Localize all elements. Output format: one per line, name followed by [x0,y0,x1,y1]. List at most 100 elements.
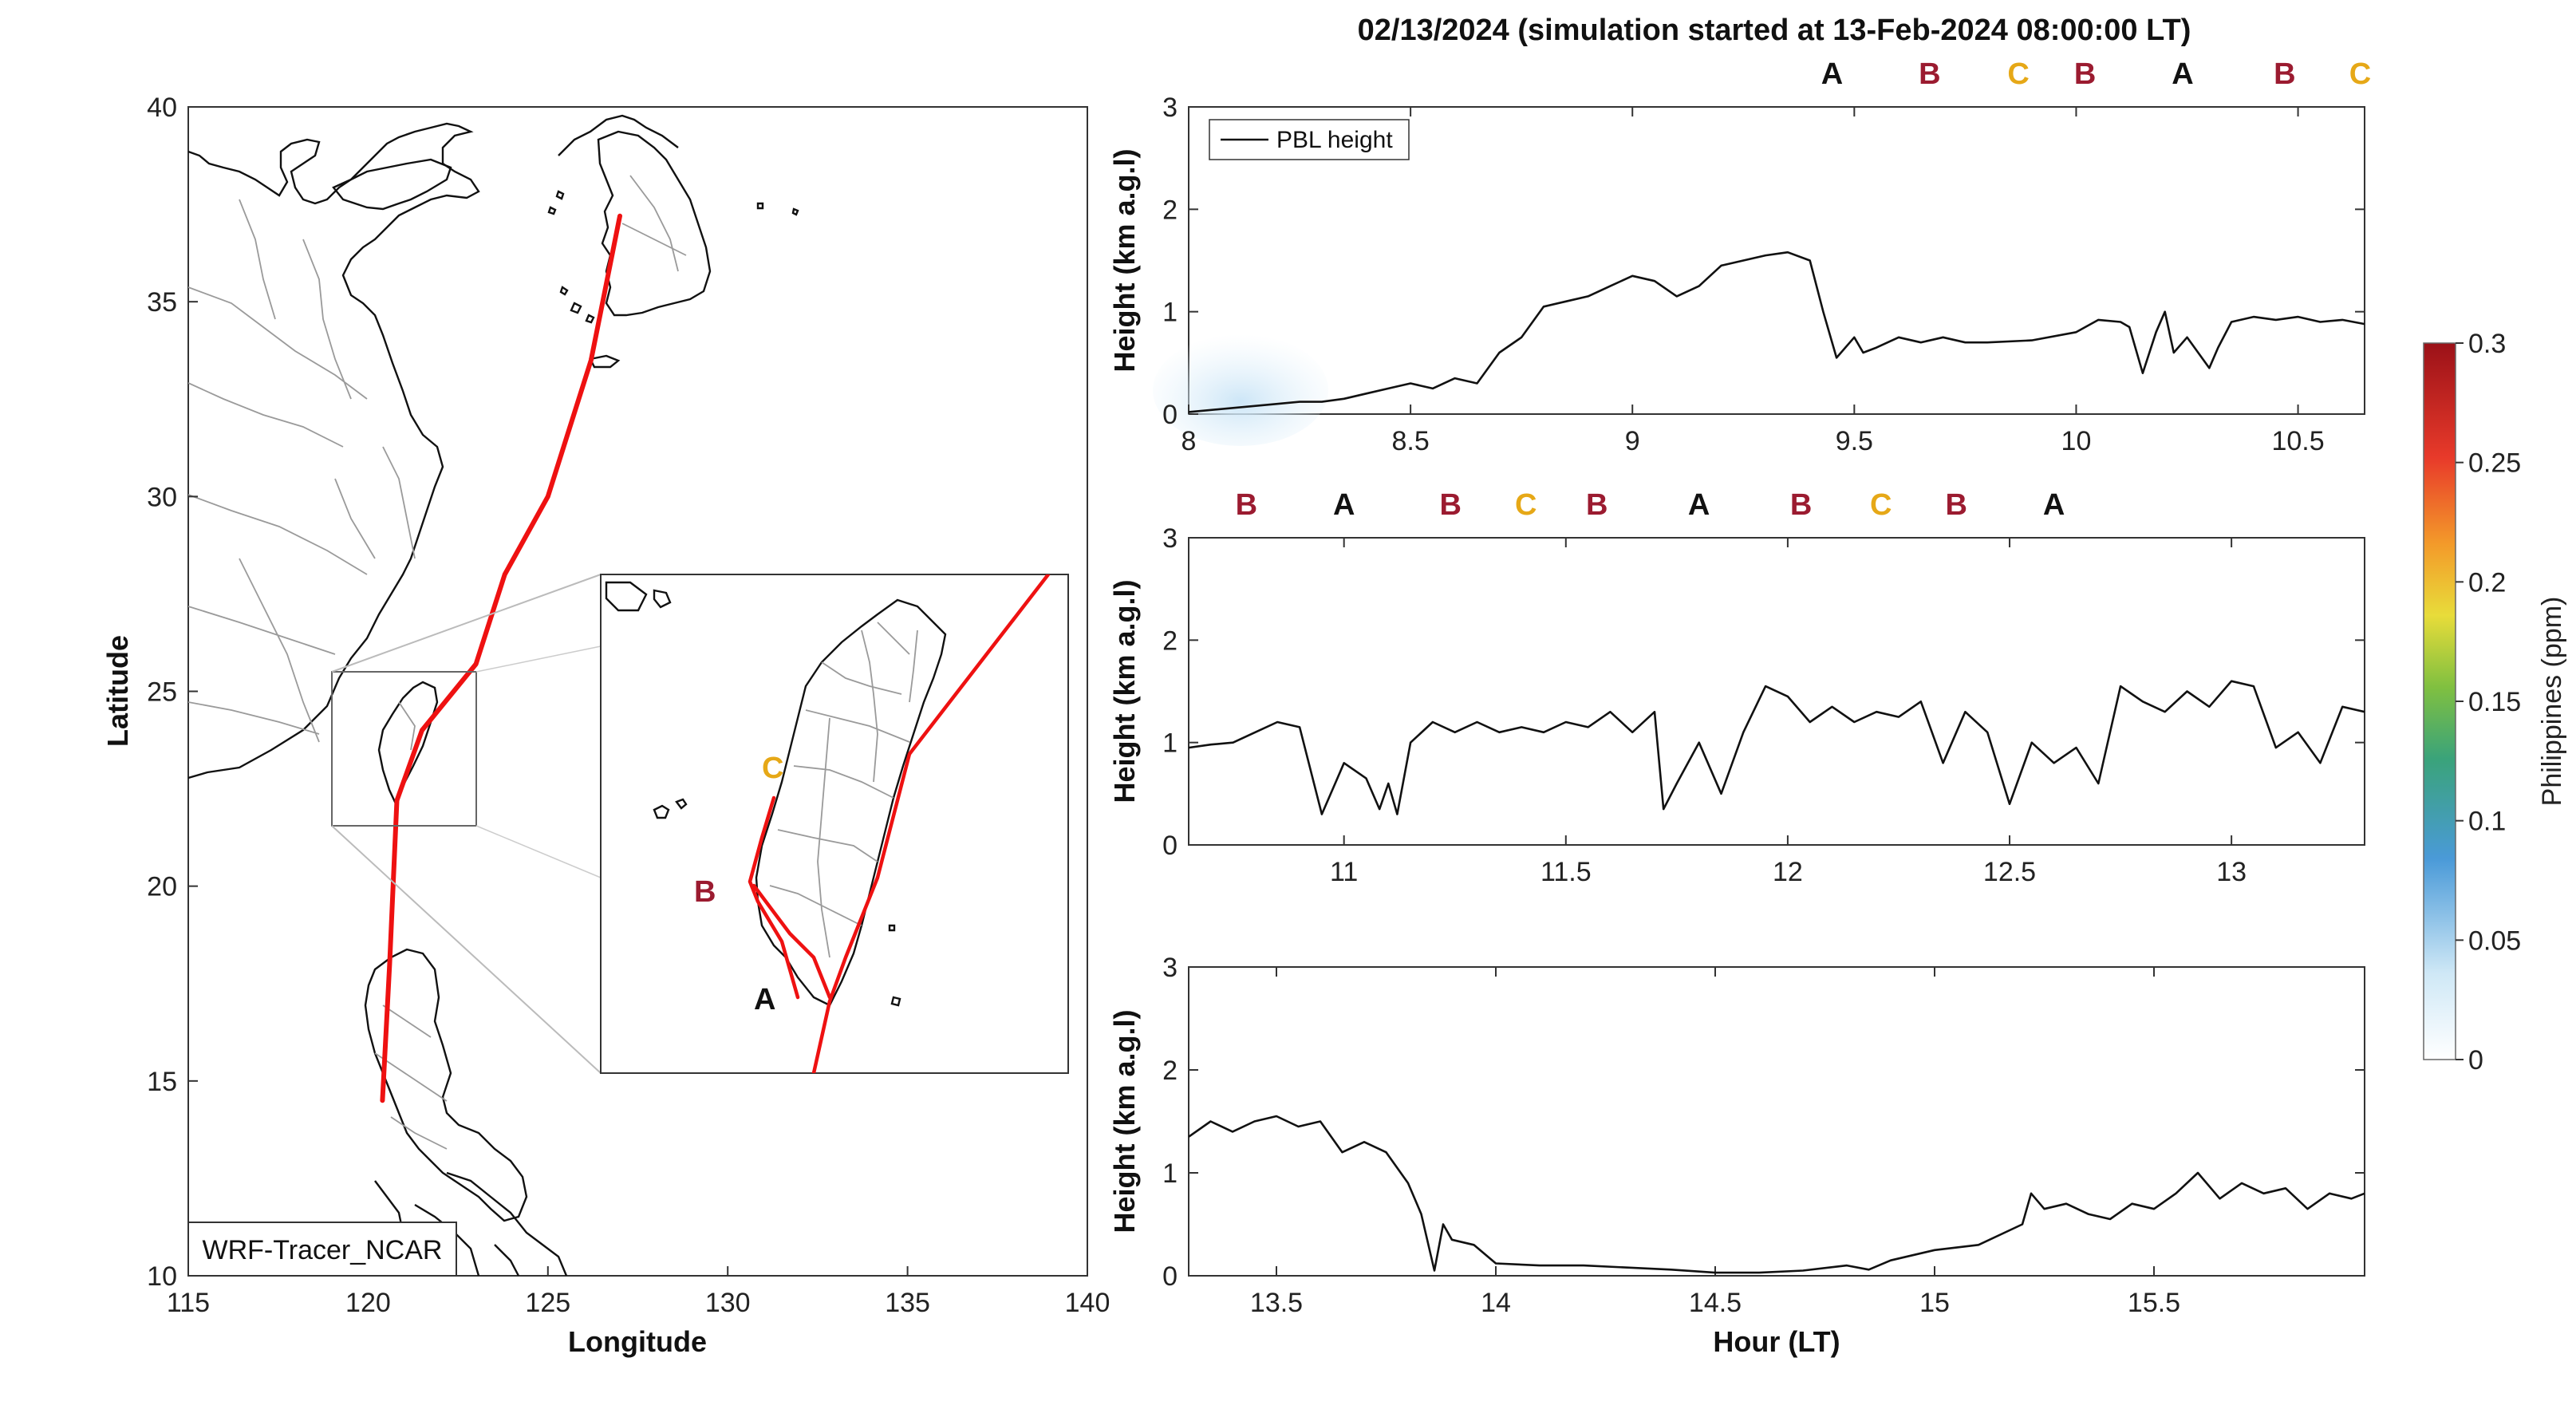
model-label-box [187,1222,457,1277]
pbl-ytick-label: 2 [1162,1056,1178,1086]
trajectory-marker-b: B [2274,57,2295,91]
colorbar-tick-label: 0 [2468,1045,2483,1076]
pbl-ytick-label: 3 [1162,93,1178,123]
inset-marker-b: B [694,875,716,909]
pbl-xtick-label: 12 [1773,857,1803,887]
trajectory-marker-a: A [1333,488,1355,522]
trajectory-marker-c: C [1870,488,1892,522]
map-ytick-label: 25 [147,677,177,708]
map-xtick-label: 130 [705,1288,751,1318]
pbl-ytick-label: 3 [1162,953,1178,983]
pbl-xtick-label: 14.5 [1689,1288,1742,1318]
trajectory-marker-a: A [1821,57,1843,91]
inset-marker-c: C [762,752,783,785]
pbl-height-line [1188,1115,2365,1274]
zoom-box [331,671,477,827]
trajectory-marker-b: B [1236,488,1257,522]
colorbar: 0 0.05 0.1 0.15 0.2 0.25 0.3 Philippines (ppm) [2423,329,2567,1076]
pbl-ylabel: Height (km a.g.l) [1108,1009,1141,1233]
korea-north-coastline [558,114,679,156]
map-ytick-label: 30 [147,482,177,512]
map-xtick-label: 120 [345,1288,391,1318]
pbl-ytick-label: 1 [1162,1158,1178,1189]
figure-title: 02/13/2024 (simulation started at 13-Feb… [1358,14,2191,47]
map-ylabel: Latitude [101,635,134,747]
trajectory-marker-a: A [1688,488,1710,522]
inset-connector-bottom [331,825,602,1074]
trajectory-marker-b: B [1586,488,1608,522]
taiwan-coastline-inset [755,598,947,1007]
pbl-ytick-label: 3 [1162,523,1178,554]
trajectory-marker-c: C [2349,57,2371,91]
colorbar-tick-label: 0.15 [2468,687,2521,717]
pbl-xtick-label: 11.5 [1540,857,1592,887]
trajectory-line [380,213,622,1103]
pbl-ytick-label: 0 [1162,1261,1178,1292]
pbl-xtick-label: 12.5 [1983,857,2036,887]
map-ytick-label: 35 [147,287,177,318]
pbl-height-line [1188,680,2365,815]
pbl-xtick-label: 8 [1181,426,1197,456]
tracer-concentration-shading [1153,334,1328,446]
pbl-ytick-label: 2 [1162,195,1178,225]
model-label: WRF-Tracer_NCAR [203,1235,443,1265]
pbl-xtick-label: 15.5 [2128,1288,2180,1318]
colorbar-tick-label: 0.05 [2468,926,2521,956]
pbl-xtick-label: 9 [1625,426,1640,456]
trajectory-marker-b: B [1946,488,1967,522]
map-xtick-label: 115 [167,1288,210,1318]
colorbar-bar [2423,342,2456,1060]
korea-islands [547,190,799,324]
inset-trajectory-back [751,883,832,1000]
pbl-xtick-label: 13 [2216,857,2247,887]
colorbar-tick-label: 0.1 [2468,807,2506,837]
korea-coastline [597,130,712,317]
pbl-xtick-label: 14 [1481,1288,1511,1318]
pbl-ylabel: Height (km a.g.l) [1108,579,1141,803]
map-xlabel: Longitude [568,1325,707,1358]
pbl-panel-3: 13.5 14 14.5 15 15.5 0 1 2 3 Height (km a.g.l) Hou… [1108,953,2365,1358]
pbl-xtick-label: 11 [1330,857,1358,887]
taiwan-inset: C B A [600,574,1069,1074]
trajectory-marker-b: B [2074,57,2096,91]
colorbar-tick-label: 0.25 [2468,448,2521,479]
colorbar-tick-label: 0.3 [2468,329,2506,359]
trajectory-marker-a: A [2172,57,2193,91]
colorbar-tick-label: 0.2 [2468,567,2506,598]
trajectory-marker-a: A [2043,488,2065,522]
inset-connector-top [331,574,602,673]
shandong-coastline [332,158,452,211]
admin-borders [188,175,687,1150]
pbl-xtick-label: 13.5 [1250,1288,1303,1318]
map-ytick-label: 10 [147,1261,177,1292]
pbl-xtick-label: 10 [2061,426,2092,456]
trajectory-marker-c: C [2007,57,2029,91]
inset-trajectory-loop [748,795,800,1000]
map-ytick-label: 20 [147,872,177,902]
map-y-ticks: 10 15 20 25 30 35 40 [147,93,198,1292]
pbl-ylabel: Height (km a.g.l) [1108,148,1141,372]
pbl-ytick-label: 1 [1162,298,1178,328]
map-xtick-label: 125 [525,1288,570,1318]
trajectory-marker-c: C [1515,488,1537,522]
pbl-xtick-label: 8.5 [1391,426,1429,456]
map-panel: C B A 115 120 125 130 135 140 10152025303540 … [101,93,1110,1358]
trajectory-marker-b: B [1790,488,1812,522]
inset-trajectory-main [811,574,1051,1073]
colorbar-label: Philippines (ppm) [2537,597,2567,807]
pbl-ytick-label: 0 [1162,831,1178,861]
pbl-xtick-label: 10.5 [2271,426,2324,456]
inset-connector-mid2 [475,825,602,878]
map-xtick-label: 140 [1065,1288,1110,1318]
map-ytick-label: 40 [147,93,177,123]
pbl-ytick-label: 2 [1162,626,1178,656]
trajectory-marker-b: B [1439,488,1461,522]
taiwan-admin-inset [769,622,918,958]
luzon-coastline [364,948,528,1222]
inset-marker-a: A [754,983,775,1016]
pbl-ytick-label: 0 [1162,400,1178,430]
colorbar-ticks: 0 0.05 0.1 0.15 0.2 0.25 0.3 [2456,329,2521,1076]
pbl-panel-1: 8 8.5 9 9.5 10 10.5 0 1 2 3 Height (km a.g.l) PBL h… [1108,57,2371,456]
inset-islands [605,581,901,1007]
